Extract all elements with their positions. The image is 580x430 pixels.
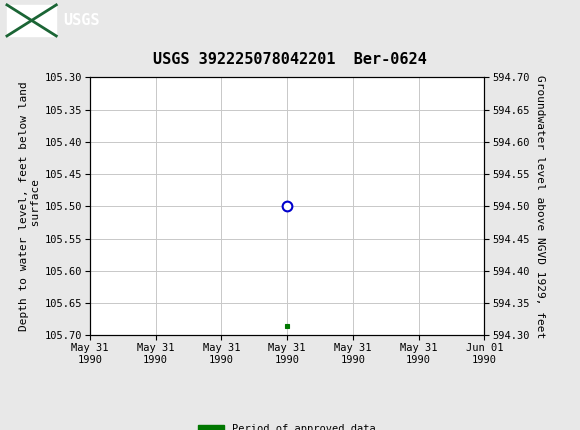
- Text: USGS: USGS: [63, 13, 100, 28]
- FancyBboxPatch shape: [7, 5, 56, 36]
- Y-axis label: Depth to water level, feet below land
 surface: Depth to water level, feet below land su…: [19, 82, 41, 331]
- Text: USGS 392225078042201  Ber-0624: USGS 392225078042201 Ber-0624: [153, 52, 427, 67]
- Legend: Period of approved data: Period of approved data: [194, 420, 380, 430]
- Y-axis label: Groundwater level above NGVD 1929, feet: Groundwater level above NGVD 1929, feet: [535, 75, 545, 338]
